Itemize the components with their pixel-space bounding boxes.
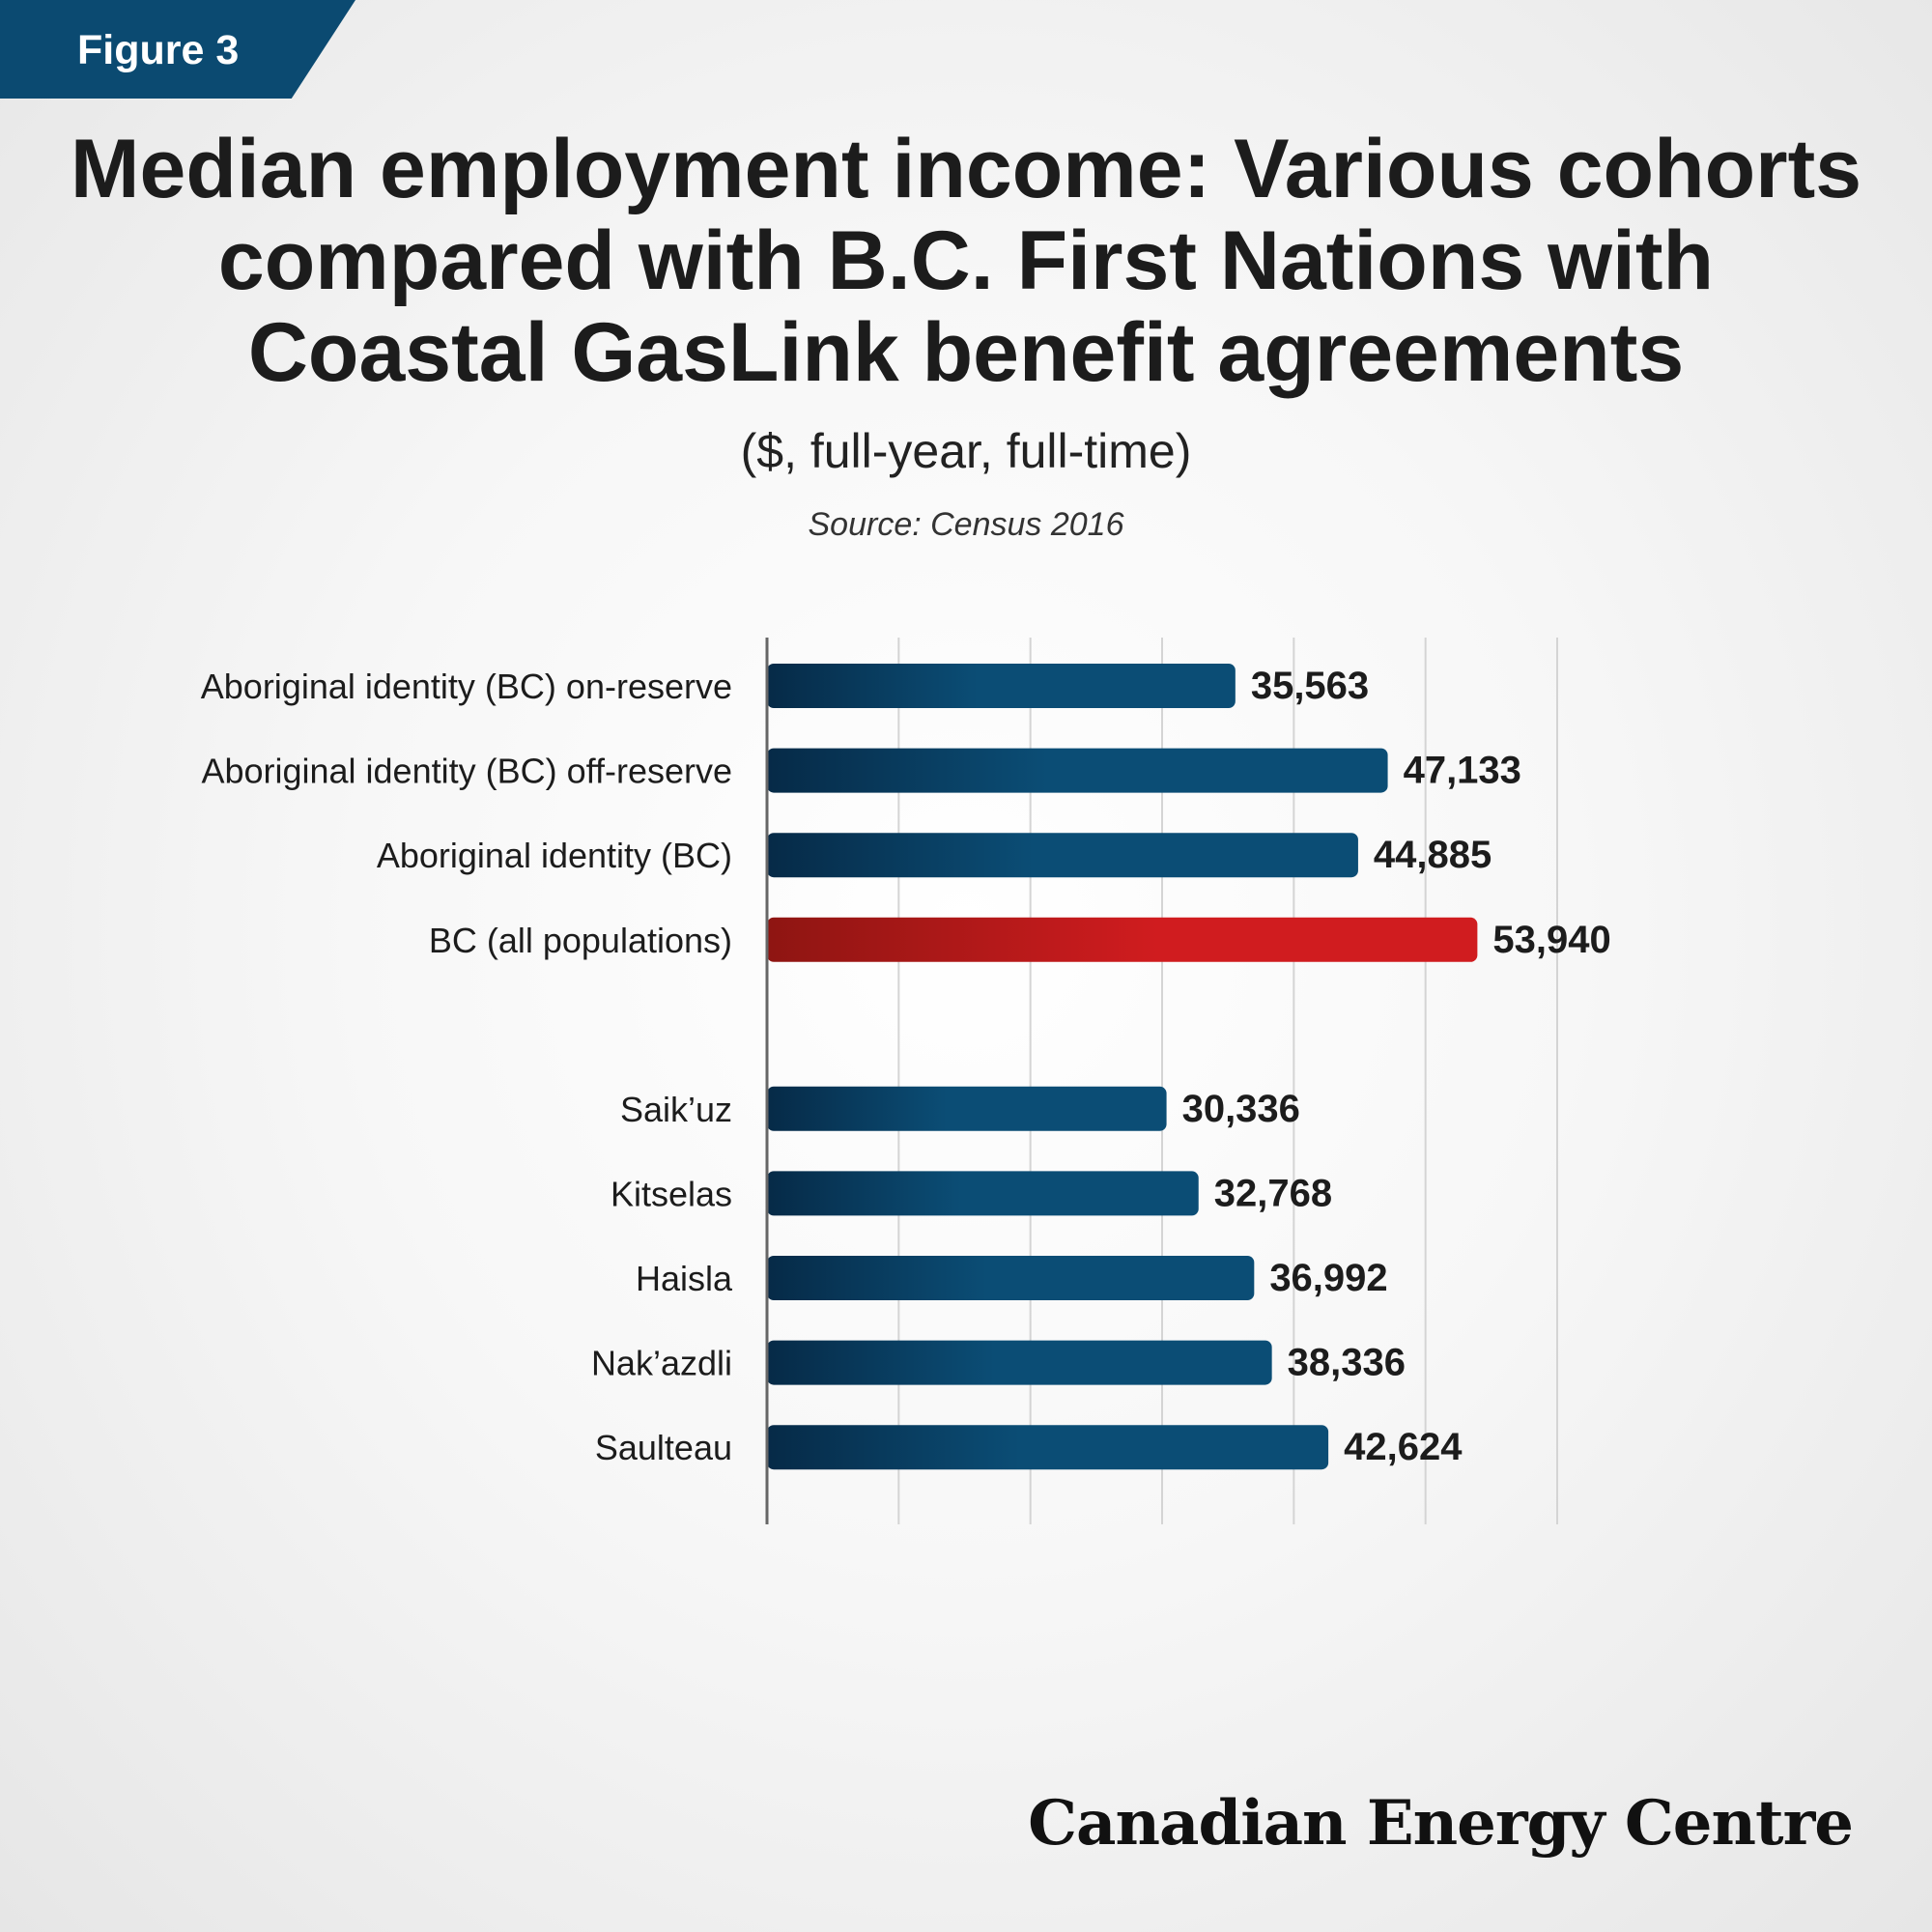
figure-tag: Figure 3 <box>0 0 355 99</box>
bar <box>767 1340 1272 1385</box>
bar <box>767 833 1358 878</box>
value-label: 38,336 <box>1288 1342 1406 1384</box>
chart-title: Median employment income: Various cohort… <box>70 123 1862 399</box>
brand-logo: Canadian Energy Centre <box>1028 1787 1854 1860</box>
figure-label: Figure 3 <box>77 27 240 73</box>
category-label: Haisla <box>636 1259 733 1298</box>
bar <box>767 1425 1329 1470</box>
bar <box>767 1256 1255 1300</box>
value-label: 53,940 <box>1492 919 1610 961</box>
value-label: 30,336 <box>1182 1088 1300 1130</box>
bar <box>767 1086 1167 1131</box>
value-label: 35,563 <box>1251 665 1369 707</box>
category-labels: Aboriginal identity (BC) on-reserve Abori… <box>201 667 733 1467</box>
bar <box>767 664 1236 708</box>
bar <box>767 917 1478 962</box>
bars <box>767 664 1478 1470</box>
value-label: 42,624 <box>1344 1426 1463 1468</box>
value-label: 36,992 <box>1269 1257 1387 1299</box>
category-label: Aboriginal identity (BC) <box>377 836 732 875</box>
category-label: Saik’uz <box>620 1090 732 1129</box>
value-label: 44,885 <box>1374 834 1492 876</box>
bar <box>767 748 1388 793</box>
category-label: Aboriginal identity (BC) off-reserve <box>201 752 732 791</box>
category-label: Kitselas <box>611 1174 732 1213</box>
value-labels: 35,563 47,133 44,885 53,940 30,336 32,768 36,9… <box>1182 665 1611 1468</box>
category-label: Nak’azdli <box>591 1344 732 1383</box>
bar <box>767 1171 1199 1216</box>
chart-source: Source: Census 2016 <box>808 506 1124 543</box>
value-label: 47,133 <box>1404 750 1521 792</box>
category-label: Saulteau <box>595 1428 732 1467</box>
category-label: BC (all populations) <box>429 921 732 960</box>
category-label: Aboriginal identity (BC) on-reserve <box>201 667 732 706</box>
value-label: 32,768 <box>1214 1172 1332 1214</box>
chart-subtitle: ($, full-year, full-time) <box>740 424 1192 478</box>
